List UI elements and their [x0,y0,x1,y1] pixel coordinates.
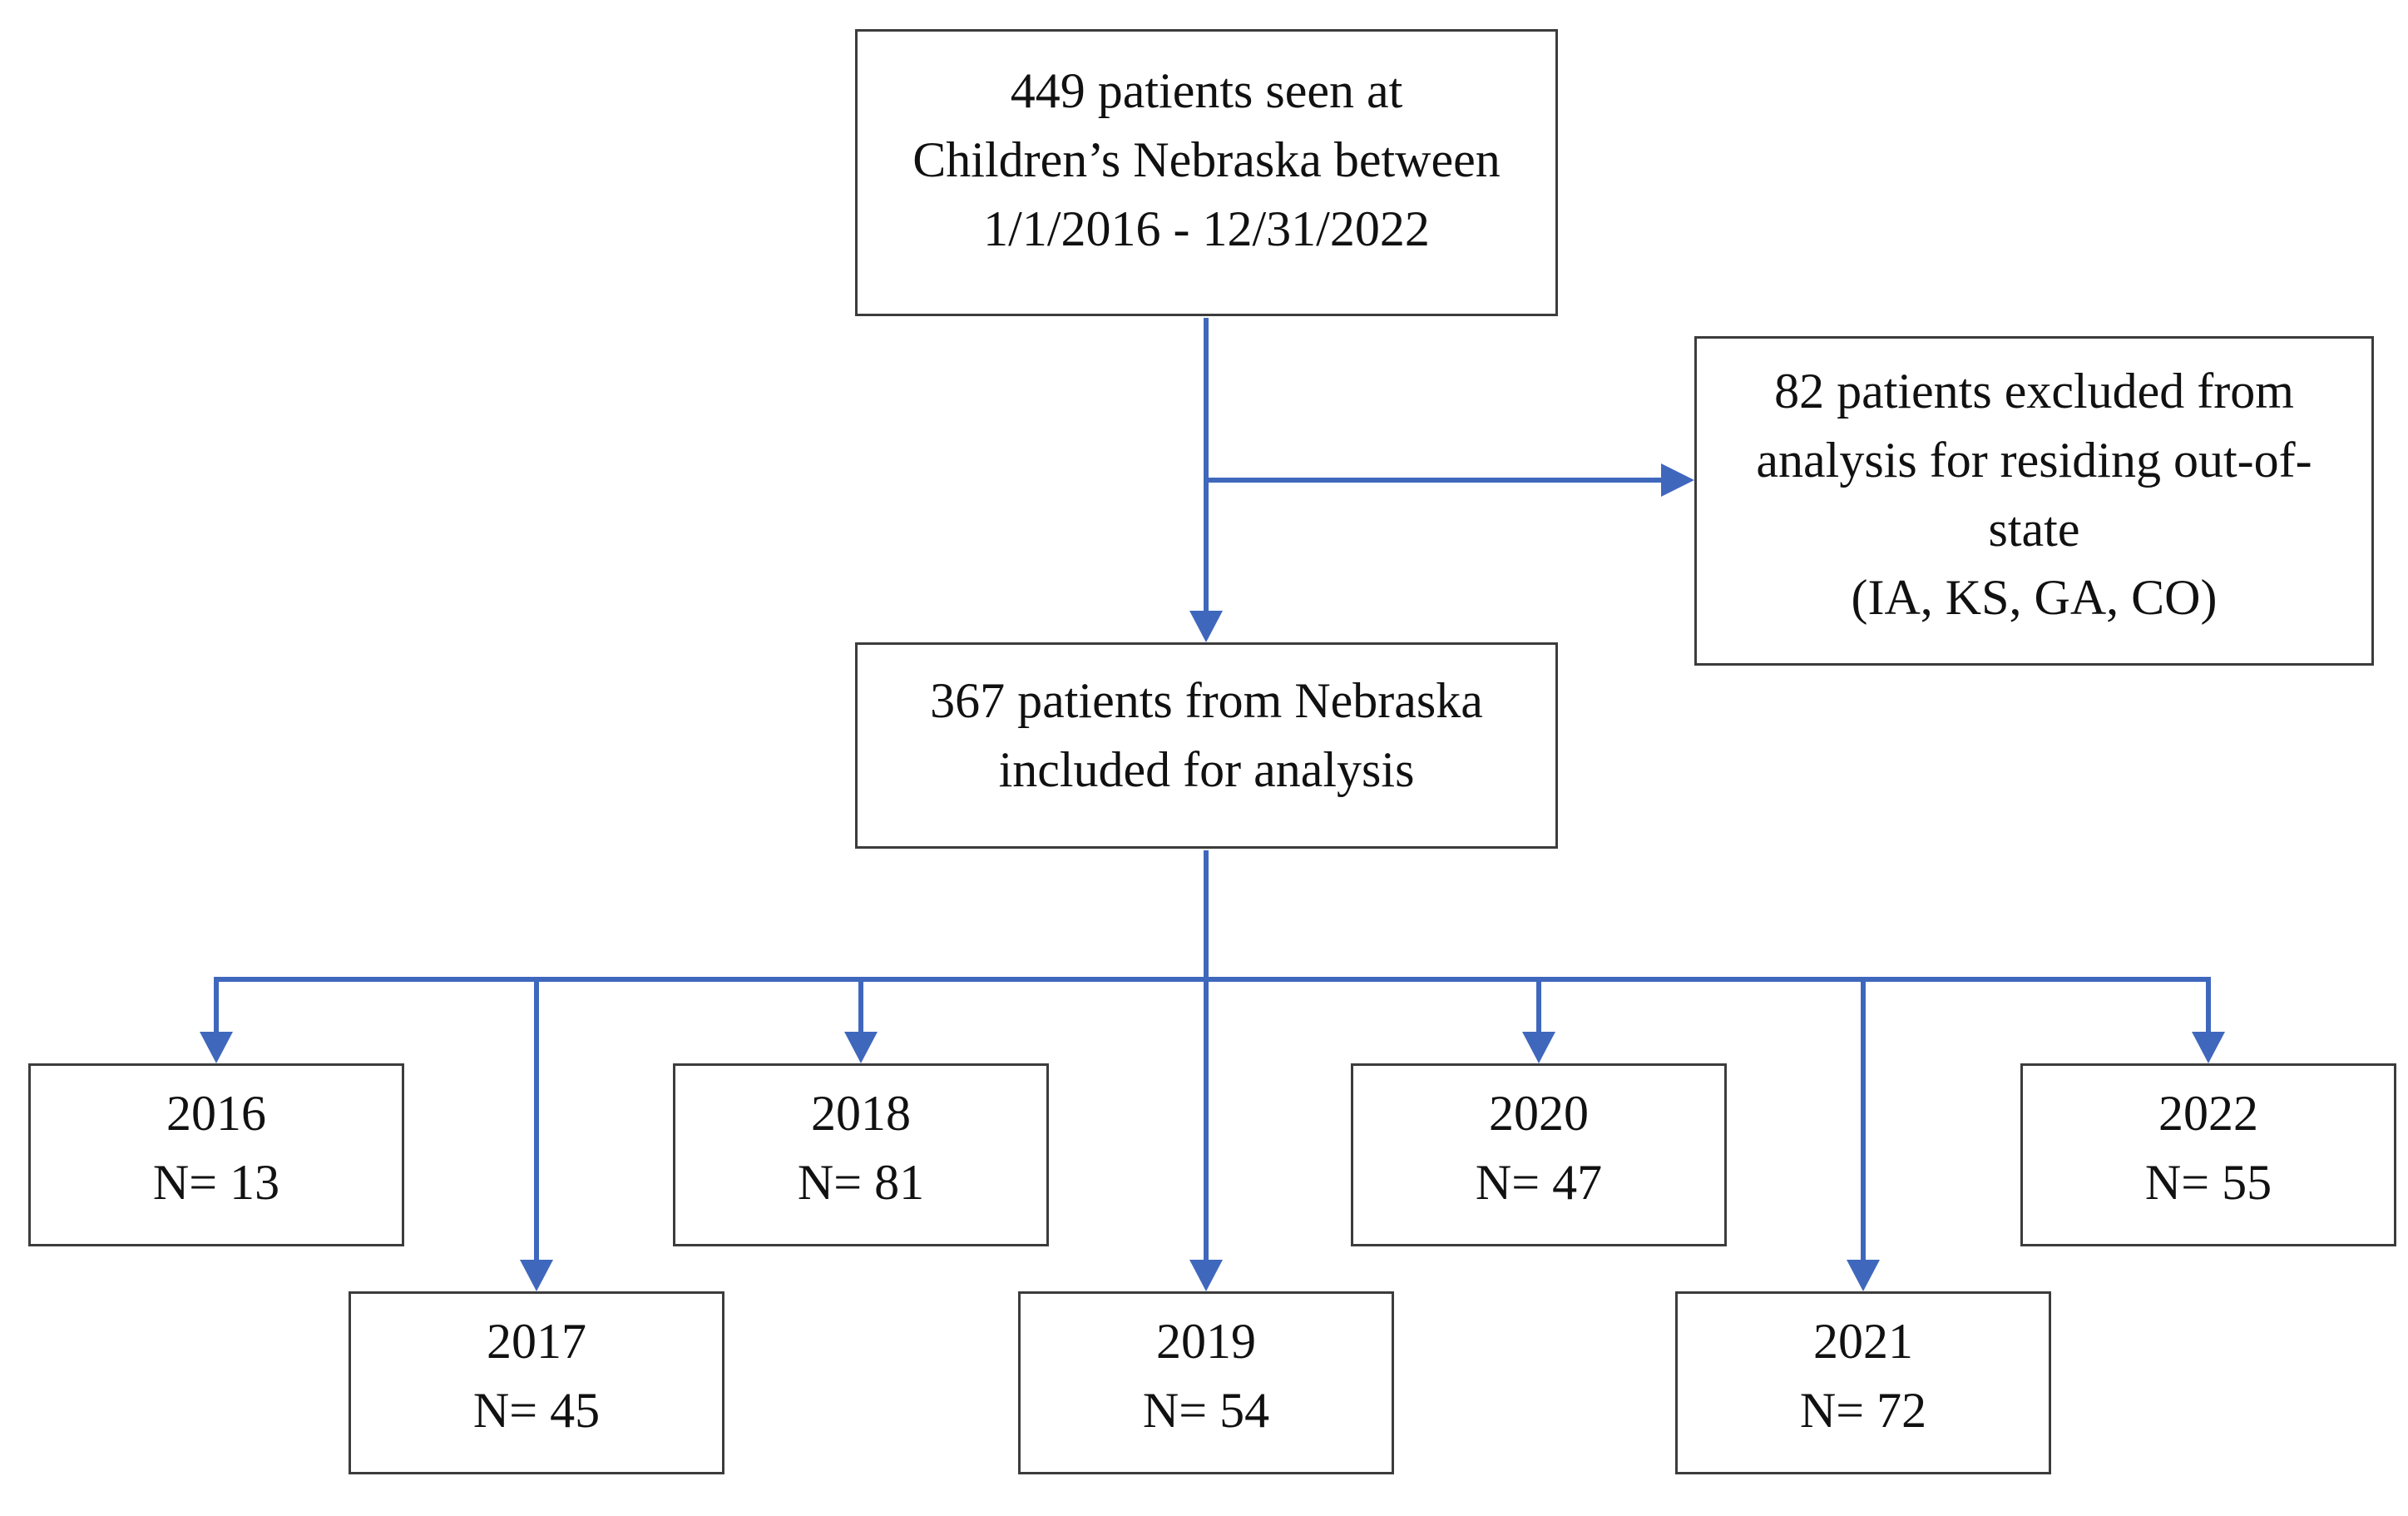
connector-included-to-2019 [1204,850,1209,1262]
box-text-line: analysis for residing out-of- [1756,432,2312,488]
box-total-patients: 449 patients seen at Children’s Nebraska… [855,29,1558,316]
year-count: N= 13 [152,1154,280,1210]
year-count: N= 54 [1142,1382,1270,1438]
box-year-2017: 2017 N= 45 [349,1291,724,1474]
year-label: 2019 [1156,1314,1256,1369]
connector-drop-2020 [1536,977,1541,1035]
box-year-2022: 2022 N= 55 [2020,1063,2396,1246]
box-year-2021: 2021 N= 72 [1675,1291,2051,1474]
connector-drop-2018 [858,977,863,1035]
box-year-2019: 2019 N= 54 [1018,1291,1394,1474]
arrowhead-right [1661,463,1694,497]
arrowhead-down [1189,1260,1223,1291]
connector-total-to-included [1204,318,1209,612]
connector-branch-to-excluded [1206,478,1661,483]
box-text-line: Children’s Nebraska between [912,131,1501,187]
connector-drop-2016 [214,977,219,1035]
year-label: 2021 [1813,1314,1913,1369]
year-label: 2017 [487,1314,586,1369]
box-text-line: (IA, KS, GA, CO) [1851,570,2218,626]
arrowhead-down [1847,1260,1880,1291]
box-text-line: 82 patients excluded from [1774,364,2294,419]
arrowhead-down [520,1260,553,1291]
box-excluded-patients: 82 patients excluded from analysis for r… [1694,336,2374,666]
year-count: N= 45 [472,1382,601,1438]
arrowhead-down [1522,1032,1555,1063]
arrowhead-down [844,1032,878,1063]
arrowhead-down [200,1032,233,1063]
year-count: N= 72 [1799,1382,1927,1438]
box-included-patients: 367 patients from Nebraska included for … [855,642,1558,849]
year-label: 2020 [1489,1086,1589,1141]
connector-drop-2021 [1861,977,1866,1264]
year-count: N= 47 [1475,1154,1603,1210]
box-year-2018: 2018 N= 81 [673,1063,1049,1246]
box-year-2016: 2016 N= 13 [28,1063,404,1246]
box-text-line: state [1988,501,2080,557]
box-text-line: 367 patients from Nebraska [930,673,1483,728]
box-text-line: 1/1/2016 - 12/31/2022 [983,201,1430,256]
connector-drop-2017 [534,977,539,1264]
year-label: 2018 [811,1086,911,1141]
connector-drop-2022 [2206,977,2211,1035]
box-text-line: 449 patients seen at [1010,63,1403,118]
connector-distribution-line [214,977,2211,982]
box-text-line: included for analysis [998,741,1415,797]
box-year-2020: 2020 N= 47 [1351,1063,1727,1246]
arrowhead-down [1189,611,1223,642]
arrowhead-down [2192,1032,2225,1063]
year-count: N= 81 [797,1154,925,1210]
year-label: 2016 [166,1086,266,1141]
year-label: 2022 [2158,1086,2258,1141]
year-count: N= 55 [2144,1154,2272,1210]
